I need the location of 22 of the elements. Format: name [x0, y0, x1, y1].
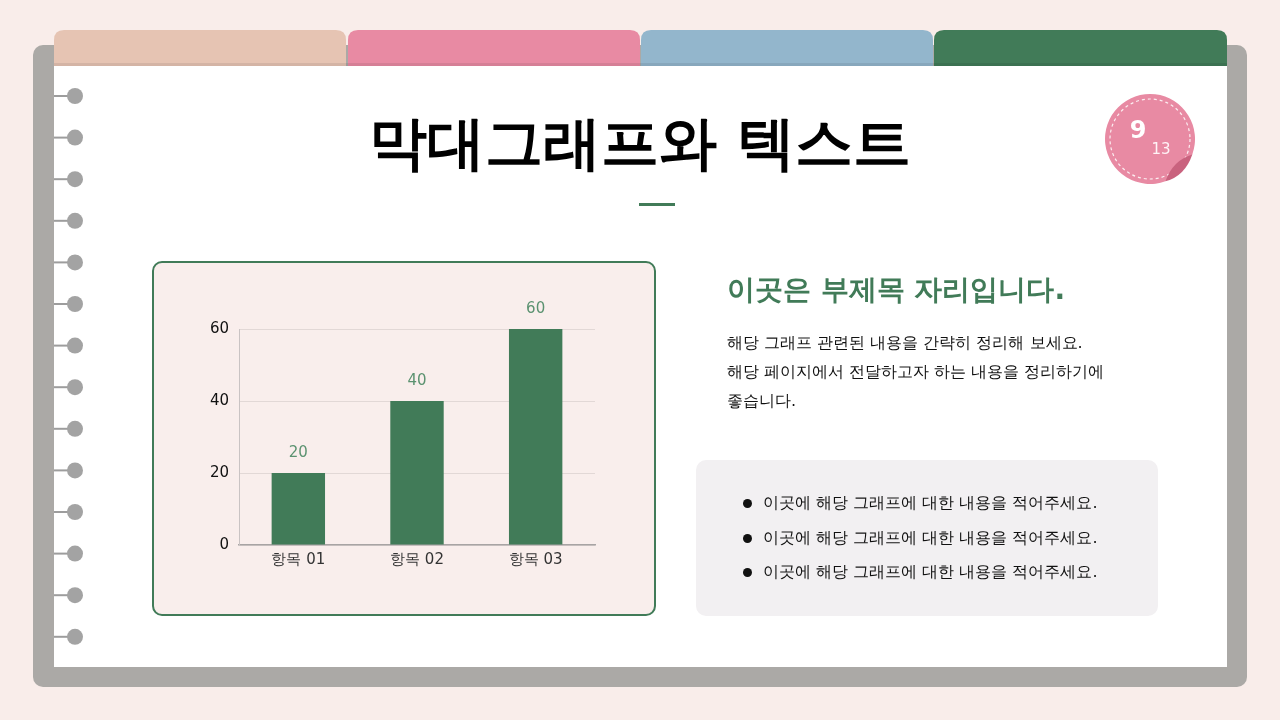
y-tick-label: 40: [209, 390, 229, 409]
text: 이곳에 해당 그래프에 대한 내용을 적어주세요.: [763, 561, 1098, 583]
bar: [271, 473, 326, 545]
x-tick-label: 항목 02: [390, 549, 444, 568]
text: 9: [1128, 115, 1148, 146]
bar: [508, 329, 563, 545]
text: 이곳에 해당 그래프에 대한 내용을 적어주세요.: [763, 492, 1098, 514]
x-tick-label: 항목 03: [508, 549, 563, 568]
text: 13: [1150, 139, 1172, 159]
text: 해당 페이지에서 전달하고자 하는 내용을 정리하기에 좋습니다.: [727, 361, 1106, 412]
data-label: 20: [288, 442, 308, 461]
text: 해당 그래프 관련된 내용을 간략히 정리해 보세요.: [727, 332, 1084, 354]
data-label: 40: [407, 370, 427, 389]
chart-title: 막대그래프와 텍스트: [368, 109, 912, 177]
data-label: 60: [526, 298, 546, 317]
y-tick-label: 20: [209, 462, 229, 481]
text: 이곳에 해당 그래프에 대한 내용을 적어주세요.: [763, 526, 1098, 549]
text: 이곳은 부제목 자리입니다.: [727, 272, 1066, 308]
bar: [390, 401, 444, 545]
x-tick-label: 항목 01: [271, 549, 326, 568]
y-tick-label: 0: [219, 534, 229, 553]
y-tick-label: 60: [209, 318, 229, 337]
